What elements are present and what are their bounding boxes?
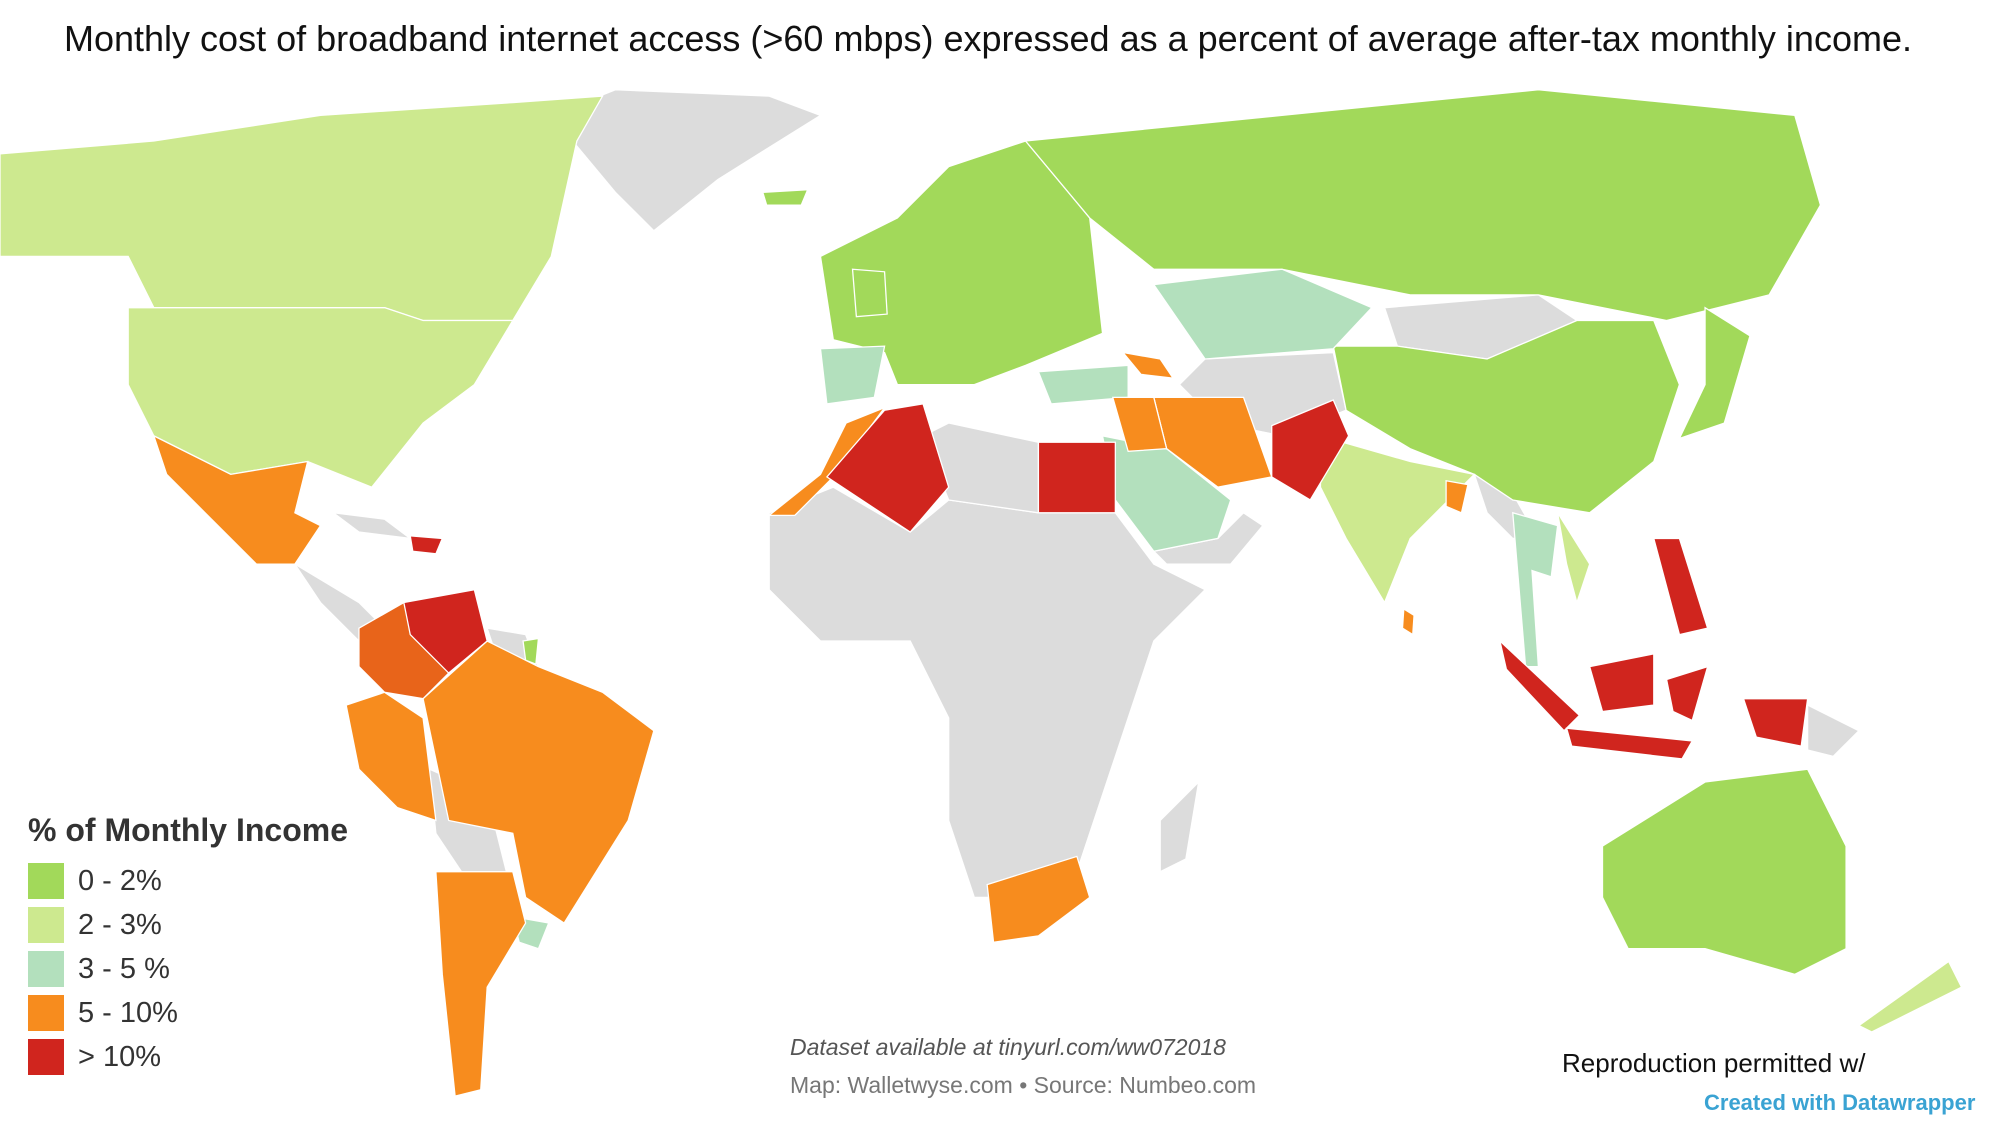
legend-label: > 10% <box>78 1040 162 1073</box>
region-cuba <box>331 511 413 540</box>
region-greenland <box>550 89 822 232</box>
region-south-africa <box>986 855 1091 943</box>
region-iceland <box>761 189 809 206</box>
legend-item: 5 - 10% <box>28 991 348 1035</box>
datawrapper-credit-link[interactable]: Created with Datawrapper <box>1704 1090 1976 1115</box>
region-peru-ecuador <box>345 691 437 822</box>
reproduction-note: Reproduction permitted w/ <box>1562 1048 1866 1078</box>
region-new-zealand <box>1857 960 1963 1033</box>
region-russia <box>1024 89 1822 322</box>
region-borneo <box>1588 653 1655 713</box>
region-thailand <box>1512 511 1559 668</box>
region-canada <box>0 95 604 322</box>
region-morocco <box>767 406 887 517</box>
region-java <box>1565 727 1694 760</box>
region-argentina-chile <box>435 871 527 1097</box>
legend-label: 0 - 2% <box>78 864 162 897</box>
map-title: Monthly cost of broadband internet acces… <box>64 18 1912 59</box>
region-iraq <box>1111 396 1168 452</box>
region-sumatra <box>1498 639 1581 732</box>
legend-label: 3 - 5 % <box>78 952 170 985</box>
region-japan <box>1678 306 1751 440</box>
dataset-note: Dataset available at tinyurl.com/ww07201… <box>790 1034 1226 1060</box>
legend-item: 2 - 3% <box>28 903 348 947</box>
legend-swatch <box>28 1039 64 1075</box>
region-vietnam <box>1556 512 1591 605</box>
region-papua <box>1742 698 1809 747</box>
legend-title: % of Monthly Income <box>28 812 348 848</box>
legend-swatch <box>28 995 64 1031</box>
region-pakistan <box>1271 399 1350 501</box>
region-bangladesh <box>1445 479 1469 514</box>
legend-item: 0 - 2% <box>28 859 348 903</box>
region-png <box>1806 704 1860 758</box>
legend-label: 5 - 10% <box>78 996 178 1029</box>
region-australia <box>1601 768 1847 976</box>
legend-item: > 10% <box>28 1035 348 1079</box>
region-sulawesi <box>1665 665 1709 722</box>
legend-swatch <box>28 907 64 943</box>
region-suriname <box>522 637 540 665</box>
region-egypt <box>1037 441 1116 514</box>
region-algeria <box>825 403 950 533</box>
region-brazil <box>422 640 655 924</box>
region-caucasus <box>1121 351 1175 379</box>
legend: % of Monthly Income 0 - 2% 2 - 3% 3 - 5 … <box>28 812 348 1079</box>
region-africa-nodata <box>768 486 1207 899</box>
region-uk <box>851 268 888 318</box>
source-note: Map: Walletwyse.com • Source: Numbeo.com <box>790 1072 1257 1098</box>
legend-label: 2 - 3% <box>78 908 162 941</box>
legend-item: 3 - 5 % <box>28 947 348 991</box>
region-philippines <box>1652 537 1709 636</box>
region-spain <box>819 345 886 405</box>
legend-swatch <box>28 863 64 899</box>
legend-swatch <box>28 951 64 987</box>
region-venezuela <box>403 588 488 674</box>
region-china <box>1332 319 1681 514</box>
region-india <box>1319 435 1476 604</box>
region-usa <box>127 307 514 488</box>
region-sri-lanka <box>1401 607 1415 636</box>
region-kazakhstan <box>1152 268 1373 360</box>
region-madagascar <box>1159 780 1200 873</box>
region-dominican-republic <box>409 535 444 555</box>
region-mexico <box>152 434 322 565</box>
